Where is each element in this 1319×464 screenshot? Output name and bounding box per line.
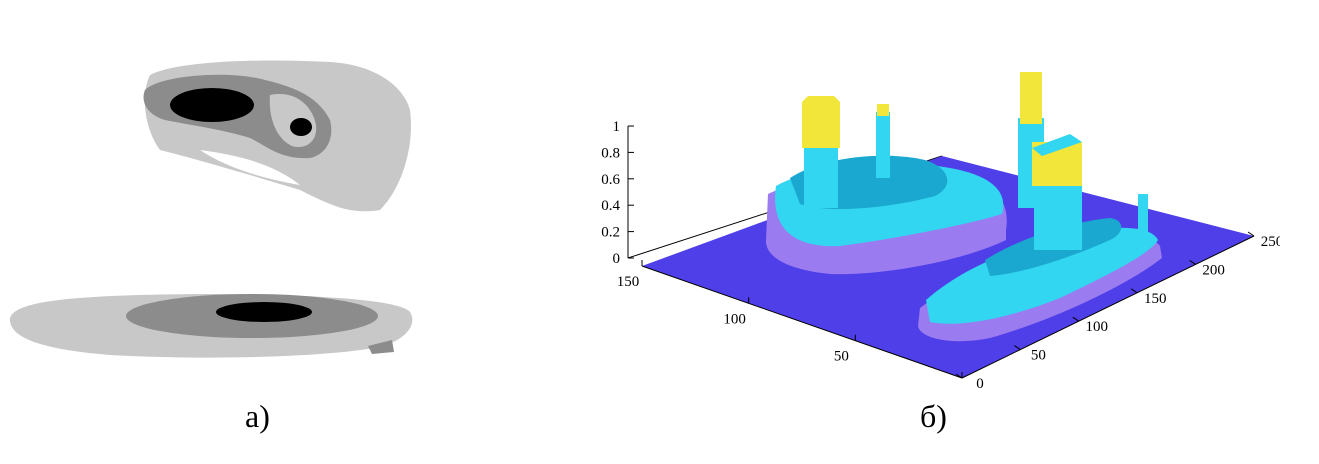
x-tick	[955, 373, 963, 379]
z-tick-label: 0.8	[601, 145, 620, 161]
z-tick-label: 0.2	[601, 225, 620, 241]
segmentation-svg	[9, 60, 480, 358]
y-tick-labels: 0 50 100 150	[617, 260, 963, 402]
x-tick	[1072, 316, 1080, 322]
left-peak-top	[802, 102, 840, 148]
x-tick	[1189, 259, 1196, 265]
back-spike-top	[1020, 72, 1042, 124]
x-axis-line	[961, 235, 1255, 379]
upper-object-dark-core	[170, 88, 254, 122]
x-tick	[1014, 345, 1021, 351]
surface-plot-3d: 0 0.2 0.4 0.6 0.8 1 0 50 100 150 0 50 100 150 200 250	[590, 8, 1283, 402]
x-tick-label: 150	[1144, 291, 1167, 307]
right-object-top	[926, 227, 1158, 324]
y-axis-line	[641, 265, 963, 379]
left-peak-body	[804, 138, 838, 208]
caption-a: а)	[245, 398, 270, 434]
y-tick-label: 150	[617, 274, 640, 290]
x-tick-label: 50	[1031, 348, 1046, 364]
z-tick-label: 0.4	[601, 198, 620, 214]
z-tick-label: 0	[613, 251, 621, 267]
upper-object-small-dark-core	[290, 118, 312, 136]
left-peak-cap	[802, 96, 840, 102]
left-spike-body	[876, 112, 890, 178]
surface-plot-svg: 0 0.2 0.4 0.6 0.8 1 0 50 100 150 0 50 100 150 200 250	[601, 72, 1283, 402]
right-peak-body	[1034, 180, 1082, 250]
caption-b: б)	[920, 398, 947, 434]
left-spike-top	[877, 104, 889, 116]
x-tick-label: 100	[1086, 319, 1109, 335]
x-tick-label: 250	[1261, 234, 1280, 250]
grayscale-segmentation-image	[0, 50, 480, 380]
lower-object-dark-core	[216, 302, 312, 322]
x-tick-labels: 0 50 100 150 200 250	[955, 231, 1283, 392]
y-tick-label: 100	[723, 311, 746, 327]
z-tick-labels: 0 0.2 0.4 0.6 0.8 1	[601, 119, 634, 267]
right-spike-body	[1138, 194, 1148, 240]
x-tick	[1130, 288, 1138, 294]
right-peak-cap	[1032, 134, 1082, 156]
upper-object-white-gap	[200, 150, 300, 185]
lower-object-tail	[368, 340, 394, 354]
x-tick-label: 0	[976, 376, 984, 388]
y-tick-label: 0	[944, 386, 952, 388]
z-tick-label: 1	[613, 119, 621, 135]
x-tick	[1247, 231, 1255, 237]
z-tick-label: 0.6	[601, 172, 620, 188]
x-tick-label: 200	[1202, 262, 1225, 278]
y-tick-label: 50	[834, 349, 849, 365]
